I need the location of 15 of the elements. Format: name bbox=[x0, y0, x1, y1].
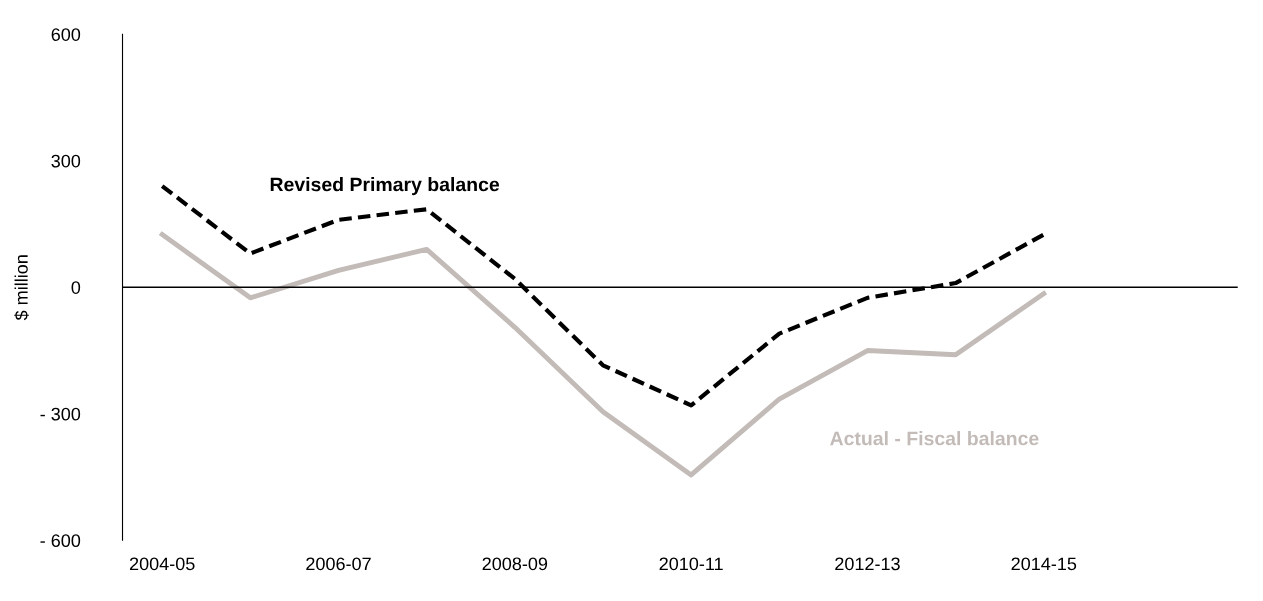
series-label: Revised Primary balance bbox=[270, 177, 500, 196]
y-axis-title: $ million bbox=[14, 255, 29, 321]
y-tick-label: - 300 bbox=[40, 407, 81, 421]
line-series bbox=[159, 232, 1047, 478]
x-tick-label: 2012-13 bbox=[835, 557, 900, 571]
x-tick-label: 2014-15 bbox=[1011, 557, 1077, 571]
y-tick-label: 0 bbox=[71, 281, 81, 294]
text: Actual - Fiscal balance bbox=[830, 431, 1039, 446]
x-tick-label: 2008-09 bbox=[482, 557, 548, 571]
x-tick-label: 2006-07 bbox=[306, 557, 371, 571]
x-tick-label: 2004-05 bbox=[129, 557, 195, 571]
y-tick-label: - 600 bbox=[40, 534, 81, 548]
y-tick-label: 600 bbox=[51, 28, 81, 41]
y-tick-label: 300 bbox=[51, 154, 81, 168]
x-tick-label: 2010-11 bbox=[659, 557, 723, 571]
